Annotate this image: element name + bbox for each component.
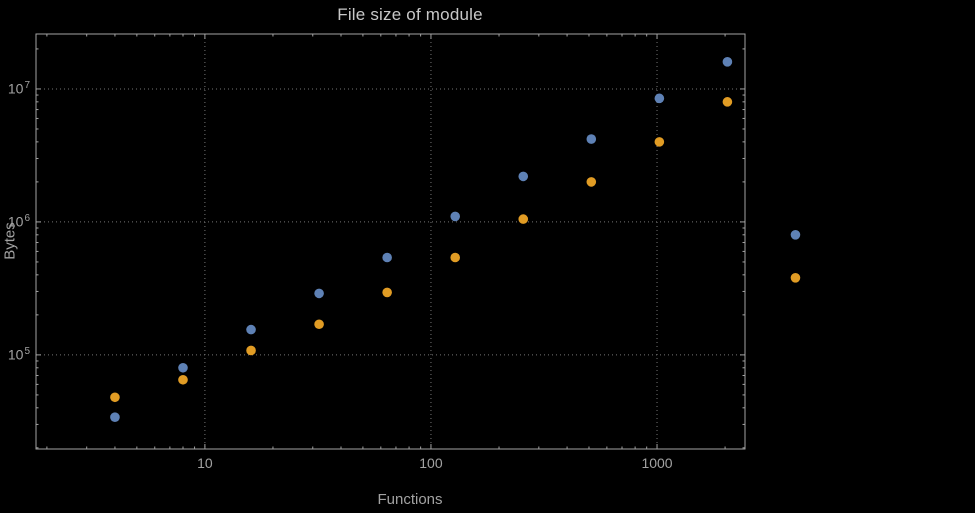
data-point-blue — [450, 211, 460, 222]
data-point-blue — [110, 412, 120, 422]
data-point-orange — [246, 345, 256, 356]
data-point-blue — [586, 134, 597, 144]
data-point-blue — [518, 171, 529, 182]
data-point-orange — [314, 319, 324, 330]
y-tick-label: 105 — [7, 345, 30, 363]
plot-frame — [35, 33, 746, 450]
data-point-blue — [178, 362, 188, 373]
x-tick-label: 1000 — [641, 455, 673, 471]
data-point-blue — [382, 252, 392, 263]
data-point-orange — [654, 137, 665, 147]
data-point-orange — [110, 392, 120, 403]
data-point-blue — [654, 93, 665, 104]
x-tick-label: 10 — [197, 455, 213, 471]
chart-title: File size of module — [337, 5, 483, 24]
data-point-orange — [450, 252, 460, 263]
x-tick-label: 100 — [419, 455, 443, 471]
data-point-blue — [246, 324, 256, 335]
data-point-orange — [586, 177, 597, 187]
data-point-orange — [722, 97, 733, 107]
data-point-orange — [382, 287, 392, 298]
data-point-orange — [178, 374, 188, 385]
data-point-orange — [518, 214, 529, 224]
data-point-blue — [722, 57, 733, 67]
data-point-blue — [314, 288, 324, 299]
y-tick-label: 107 — [7, 79, 30, 97]
data-point-blue — [790, 230, 801, 240]
x-axis-label: Functions — [377, 491, 443, 508]
data-point-orange — [790, 272, 801, 283]
y-tick-label: 106 — [7, 212, 30, 230]
